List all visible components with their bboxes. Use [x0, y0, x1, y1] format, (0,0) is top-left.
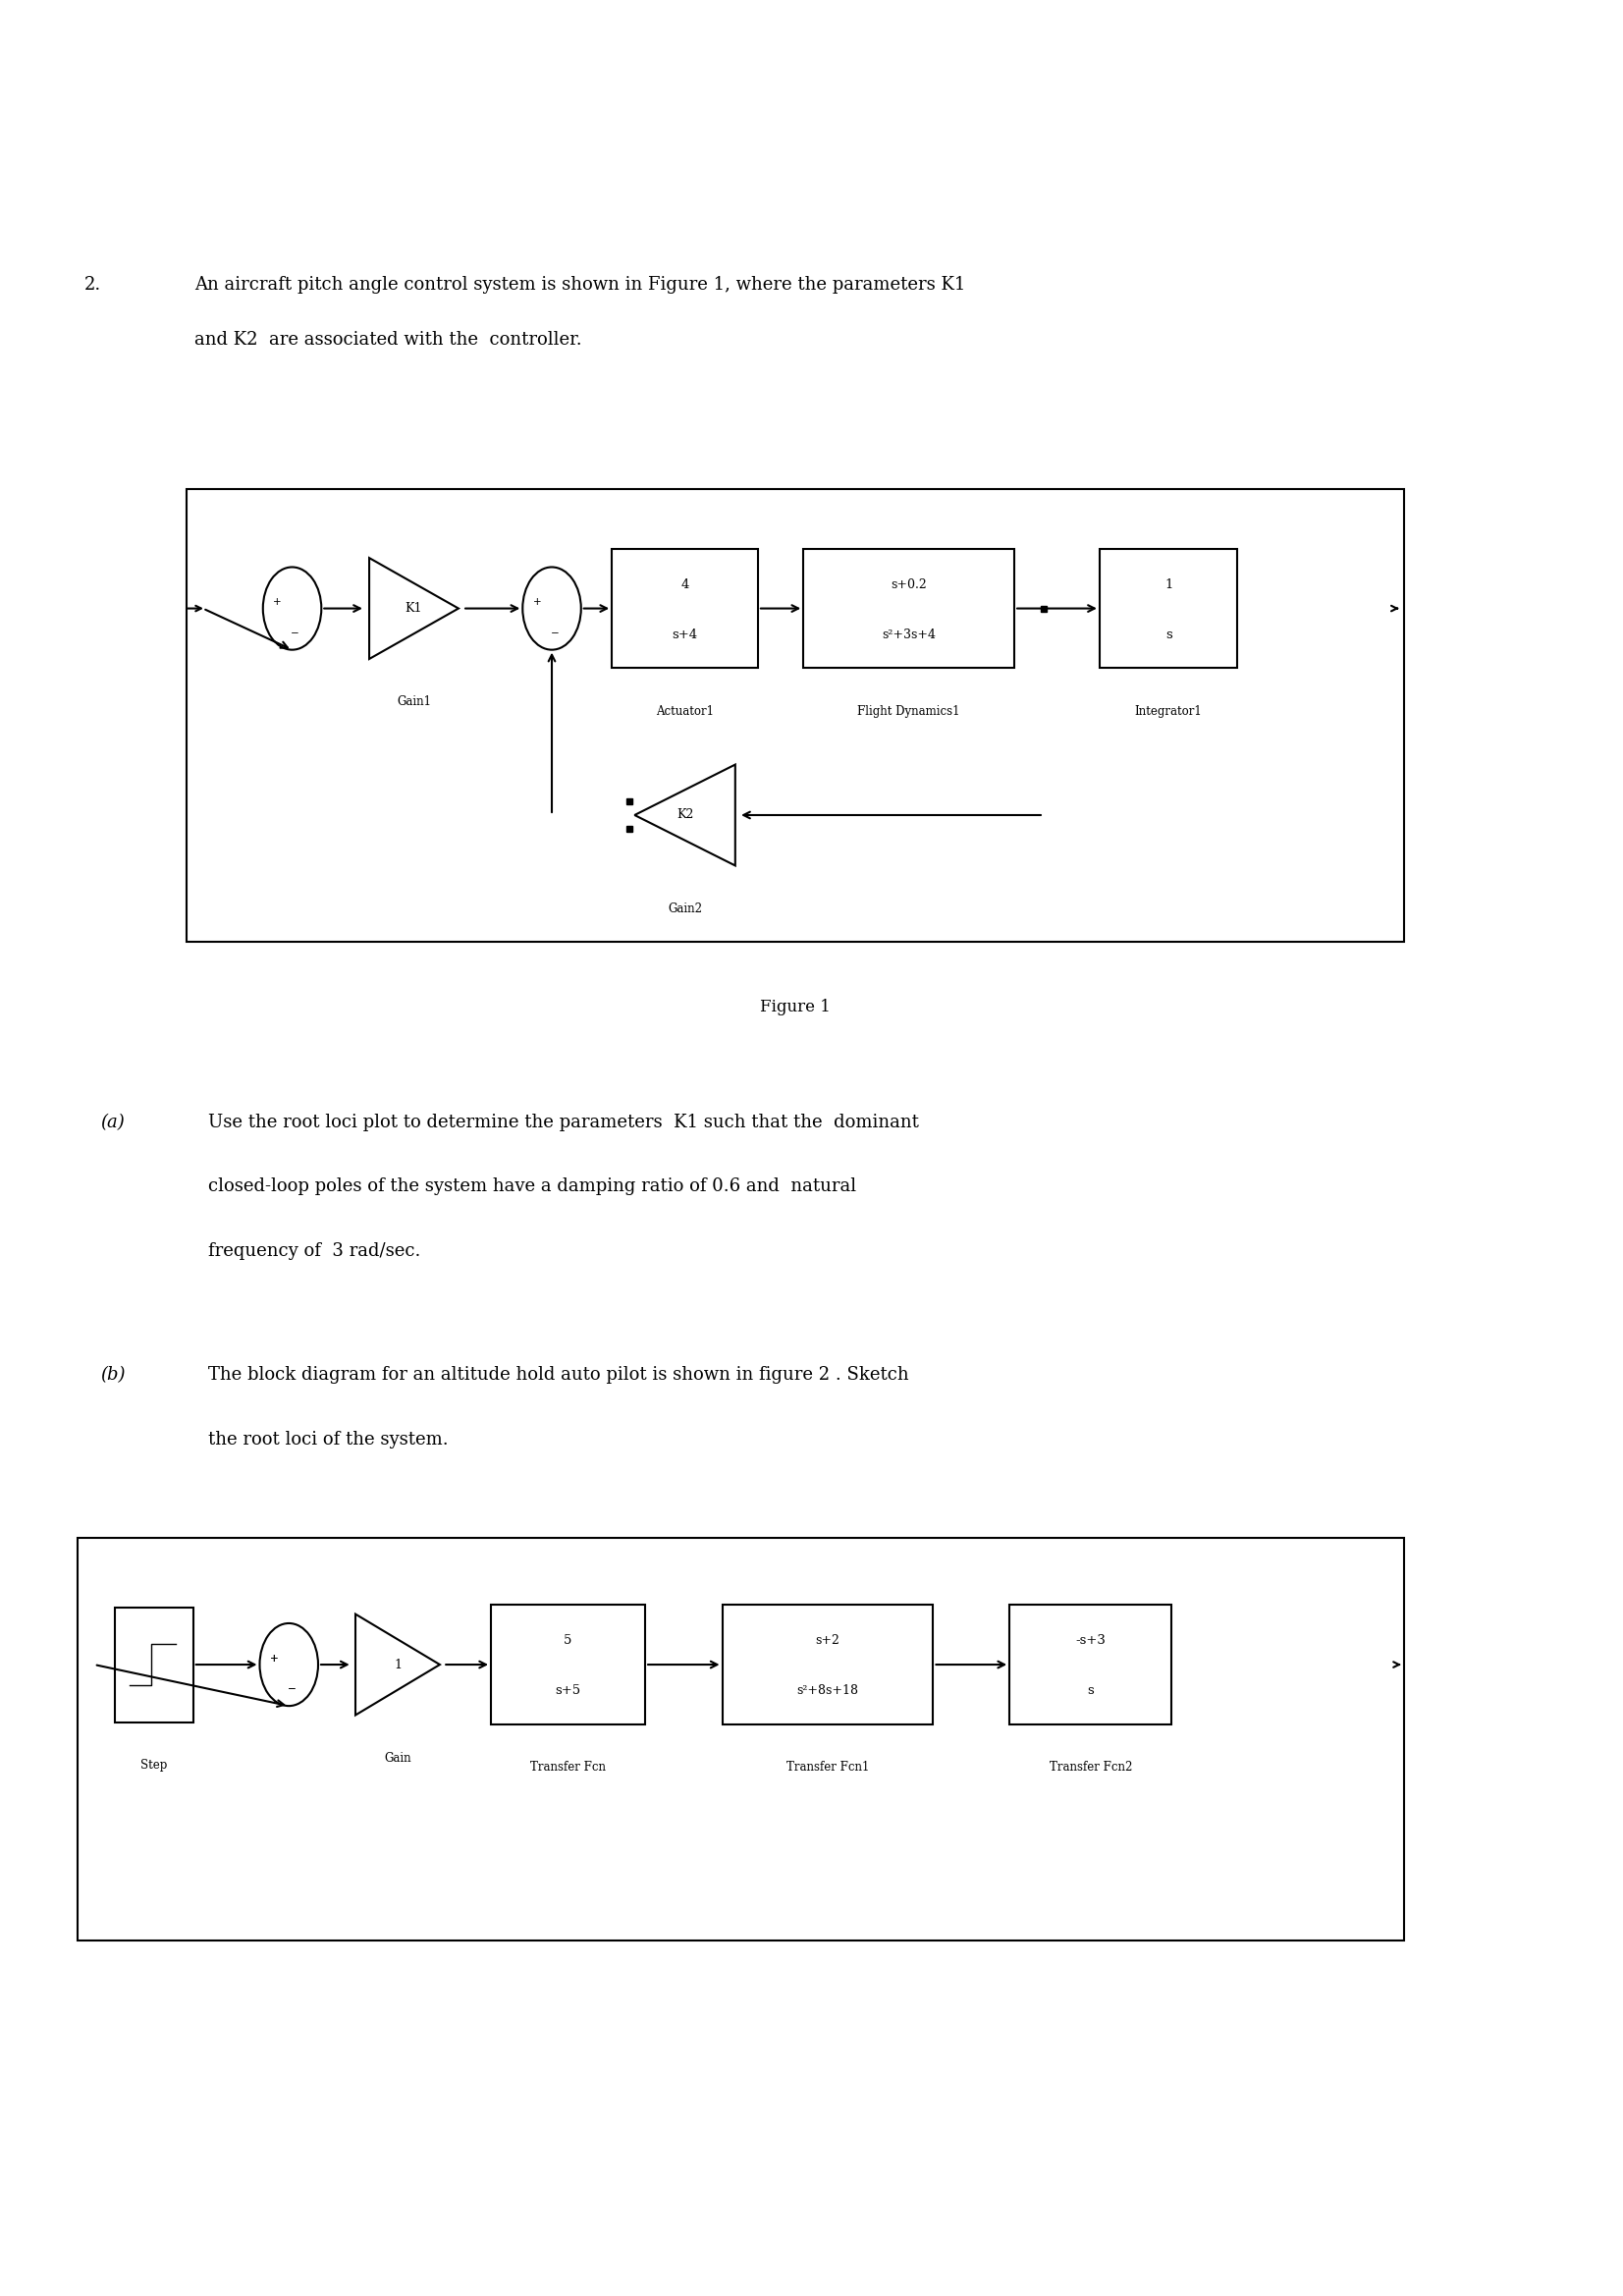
- Text: +: +: [532, 597, 542, 606]
- Text: Integrator1: Integrator1: [1134, 705, 1203, 719]
- Text: -s+3: -s+3: [1076, 1635, 1105, 1646]
- Text: The block diagram for an altitude hold auto pilot is shown in figure 2 . Sketch: The block diagram for an altitude hold a…: [208, 1366, 909, 1384]
- Text: −: −: [550, 629, 558, 638]
- FancyBboxPatch shape: [1099, 549, 1237, 668]
- Text: Transfer Fcn: Transfer Fcn: [531, 1761, 605, 1775]
- Text: Gain: Gain: [385, 1752, 411, 1766]
- Polygon shape: [355, 1614, 440, 1715]
- Text: An aircraft pitch angle control system is shown in Figure 1, where the parameter: An aircraft pitch angle control system i…: [195, 276, 966, 294]
- Circle shape: [260, 1623, 318, 1706]
- Text: Gain1: Gain1: [396, 696, 432, 709]
- Text: Use the root loci plot to determine the parameters  K1 such that the  dominant: Use the root loci plot to determine the …: [208, 1114, 919, 1132]
- Text: Transfer Fcn2: Transfer Fcn2: [1048, 1761, 1133, 1775]
- Text: 4: 4: [680, 579, 690, 590]
- Text: Step: Step: [141, 1759, 167, 1773]
- Text: −: −: [287, 1685, 295, 1694]
- Text: Figure 1: Figure 1: [760, 999, 831, 1015]
- Text: Actuator1: Actuator1: [656, 705, 714, 719]
- Text: Transfer Fcn1: Transfer Fcn1: [786, 1761, 870, 1775]
- FancyBboxPatch shape: [187, 489, 1404, 941]
- FancyBboxPatch shape: [803, 549, 1014, 668]
- Text: the root loci of the system.: the root loci of the system.: [208, 1430, 448, 1449]
- Text: s²+8s+18: s²+8s+18: [797, 1685, 859, 1697]
- Text: s²+3s+4: s²+3s+4: [881, 629, 936, 641]
- Text: 5: 5: [563, 1635, 573, 1646]
- Polygon shape: [635, 765, 735, 866]
- Text: K1: K1: [406, 602, 422, 615]
- Polygon shape: [368, 558, 459, 659]
- FancyBboxPatch shape: [722, 1605, 933, 1724]
- Text: 1: 1: [394, 1658, 401, 1671]
- Text: s+0.2: s+0.2: [891, 579, 927, 590]
- Text: (a): (a): [101, 1114, 125, 1132]
- Text: (b): (b): [101, 1366, 125, 1384]
- Text: s+4: s+4: [672, 629, 698, 641]
- Text: Flight Dynamics1: Flight Dynamics1: [857, 705, 961, 719]
- Text: frequency of  3 rad/sec.: frequency of 3 rad/sec.: [208, 1242, 420, 1261]
- Text: −: −: [291, 629, 299, 638]
- Text: s: s: [1165, 629, 1172, 641]
- Text: K2: K2: [677, 808, 693, 822]
- Circle shape: [263, 567, 321, 650]
- FancyBboxPatch shape: [490, 1605, 644, 1724]
- FancyBboxPatch shape: [115, 1607, 193, 1722]
- Text: 1: 1: [1164, 579, 1173, 590]
- FancyBboxPatch shape: [1010, 1605, 1172, 1724]
- FancyBboxPatch shape: [612, 549, 758, 668]
- Text: s+5: s+5: [555, 1685, 581, 1697]
- Text: closed-loop poles of the system have a damping ratio of 0.6 and  natural: closed-loop poles of the system have a d…: [208, 1178, 855, 1196]
- Text: +: +: [273, 597, 282, 606]
- FancyBboxPatch shape: [78, 1538, 1404, 1940]
- Text: −: −: [287, 1685, 295, 1694]
- Text: and K2  are associated with the  controller.: and K2 are associated with the controlle…: [195, 331, 583, 349]
- Text: s: s: [1087, 1685, 1094, 1697]
- Text: +: +: [269, 1653, 279, 1662]
- Text: +: +: [269, 1653, 279, 1662]
- Circle shape: [523, 567, 581, 650]
- Text: s+2: s+2: [815, 1635, 841, 1646]
- Text: 2.: 2.: [84, 276, 101, 294]
- Text: Gain2: Gain2: [667, 902, 703, 916]
